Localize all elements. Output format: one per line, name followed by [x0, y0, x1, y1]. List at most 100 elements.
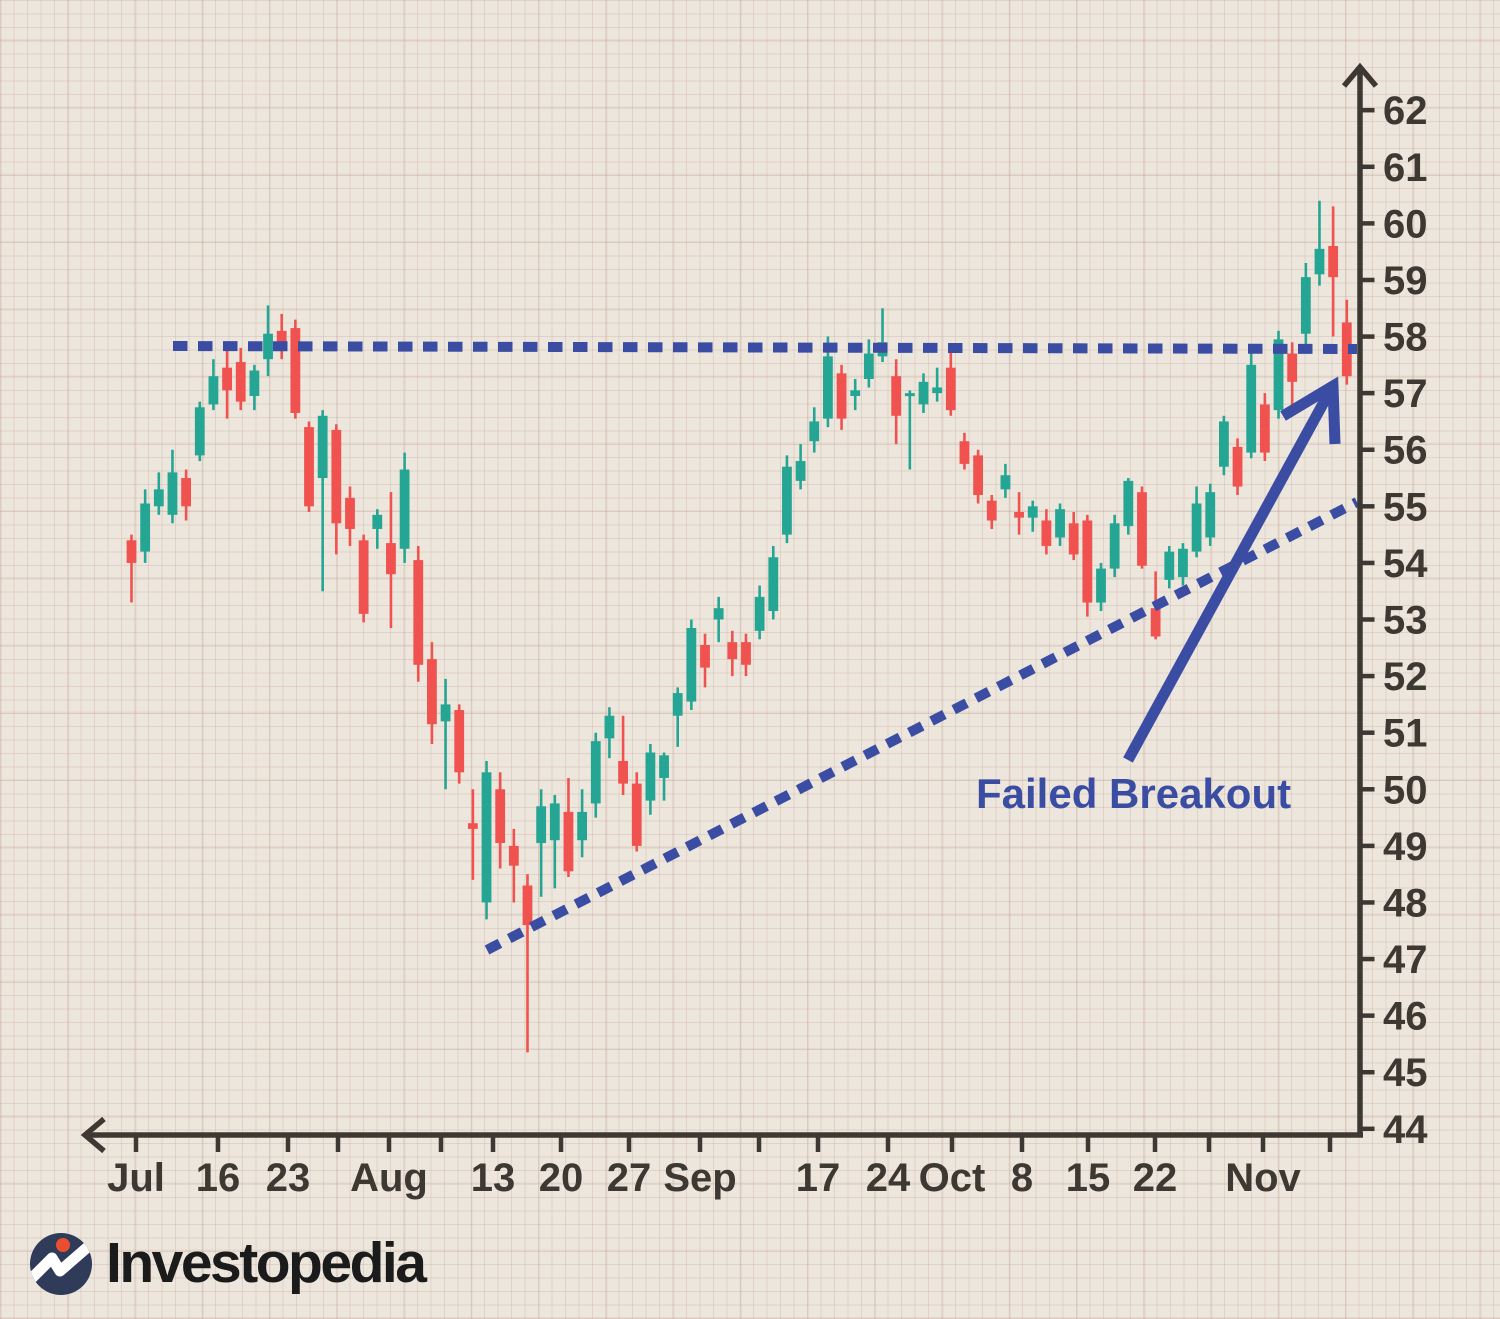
candle	[1205, 483, 1216, 546]
candle-body	[1082, 520, 1093, 603]
x-tick-label: 24	[866, 1156, 911, 1200]
candle-body	[1232, 446, 1243, 487]
candle	[1082, 514, 1093, 617]
candle	[194, 401, 205, 462]
y-tick-label: 52	[1383, 655, 1428, 699]
arrow-shaft	[1123, 388, 1335, 763]
candle-body	[481, 772, 492, 903]
candle-body	[850, 390, 861, 396]
candle-body	[1000, 475, 1011, 490]
candle	[686, 619, 697, 711]
candle	[1096, 562, 1106, 612]
candle-body	[795, 461, 806, 481]
candle	[1055, 503, 1065, 546]
candle-body	[1191, 503, 1202, 552]
candle	[522, 874, 533, 1053]
candle-body	[713, 608, 724, 620]
candle-body	[222, 367, 232, 391]
candle	[577, 789, 588, 858]
candle-body	[1109, 523, 1120, 569]
candle	[741, 633, 751, 677]
candle-body	[440, 704, 451, 722]
candle	[1259, 393, 1270, 462]
candle-body	[153, 489, 164, 507]
candle-body	[741, 642, 751, 665]
candle-body	[508, 845, 519, 866]
candle-body	[181, 478, 192, 507]
candle-body	[1219, 421, 1229, 467]
candle	[945, 347, 956, 416]
x-tick-label: 13	[471, 1156, 516, 1200]
candle	[1041, 509, 1052, 555]
candle	[754, 585, 765, 640]
candle-body	[454, 710, 465, 773]
x-tick-label: 23	[266, 1156, 311, 1200]
candle	[263, 305, 273, 377]
candle	[1246, 347, 1257, 459]
candle-body	[1314, 248, 1325, 275]
candle	[1232, 438, 1243, 496]
candle	[140, 489, 151, 563]
candle-body	[686, 627, 697, 702]
x-tick-label: 22	[1133, 1156, 1178, 1200]
candle	[467, 789, 478, 880]
candle	[645, 744, 656, 815]
candle	[918, 373, 929, 413]
candle-body	[467, 823, 478, 829]
candle-body	[1273, 339, 1284, 411]
candle-body	[973, 455, 984, 496]
candle-body	[1287, 353, 1298, 382]
x-tick-label: 17	[796, 1156, 841, 1200]
y-tick-label: 62	[1383, 89, 1428, 133]
y-tick-label: 47	[1383, 938, 1428, 982]
candle	[1027, 500, 1038, 532]
y-axis-ticks: 62 61 60 59 58 57 56 55 54 53 52 51 50 49 48 47 46 45 44	[1360, 89, 1428, 1152]
candle	[481, 760, 492, 920]
candle	[181, 469, 192, 521]
candle-body	[836, 373, 847, 419]
candle-body	[945, 367, 956, 411]
candle-body	[1259, 404, 1270, 453]
candle-body	[1027, 506, 1038, 518]
candle-body	[1096, 568, 1106, 603]
candle	[331, 424, 342, 555]
candle-body	[413, 560, 424, 665]
candle-body	[823, 356, 833, 419]
candle	[891, 359, 902, 445]
candle-body	[1300, 277, 1311, 334]
candle-body	[672, 693, 683, 716]
candle	[1300, 262, 1311, 348]
candle	[782, 455, 792, 544]
resistance-dotted-line	[172, 341, 1358, 354]
candle-body	[1123, 480, 1134, 527]
y-tick-label: 61	[1383, 146, 1428, 190]
y-tick-label: 56	[1383, 429, 1428, 473]
candle-body	[904, 393, 915, 397]
x-tick-label: 16	[196, 1156, 241, 1200]
x-axis-ticks: Jul 16 23 Aug 13 20 27 Sep 17 24 Oct 8 15 22 Nov	[107, 1135, 1333, 1200]
candle-body	[590, 741, 601, 804]
candle-body	[276, 330, 287, 348]
candle-body	[317, 415, 328, 479]
candle-body	[577, 811, 588, 841]
candle-body	[604, 715, 615, 739]
x-tick-label: 15	[1066, 1156, 1111, 1200]
logo-zigzag-i	[30, 1239, 92, 1288]
candle-body	[331, 429, 342, 524]
y-tick-label: 57	[1383, 372, 1428, 416]
candle	[495, 772, 506, 869]
candle	[1068, 511, 1079, 561]
candle	[1314, 200, 1325, 286]
candle-body	[631, 783, 642, 846]
candle-body	[194, 407, 205, 456]
candle	[1109, 514, 1120, 578]
candle-body	[495, 789, 506, 844]
candle	[1123, 478, 1134, 535]
candle-body	[727, 642, 738, 660]
candle	[618, 715, 628, 795]
candle	[727, 630, 738, 677]
candle-body	[427, 659, 437, 725]
candle-body	[372, 514, 383, 529]
candle-body	[290, 328, 301, 413]
